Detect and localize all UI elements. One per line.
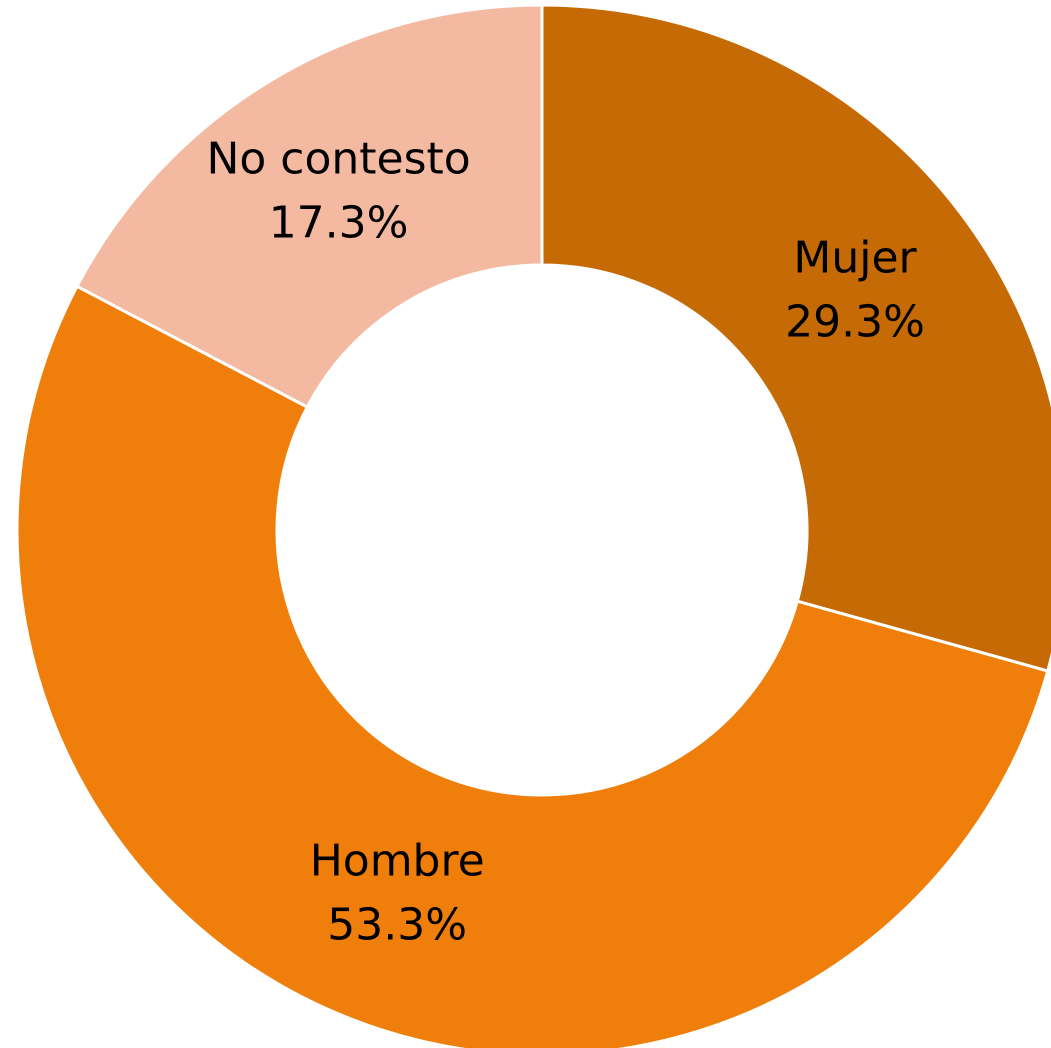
donut-slice xyxy=(540,3,1051,673)
slice-label: Mujer xyxy=(793,232,917,283)
donut-slice xyxy=(15,284,1050,1048)
slice-label: No contesto xyxy=(206,134,470,185)
slice-value-label: 53.3% xyxy=(327,899,467,950)
slice-label: Hombre xyxy=(310,835,485,886)
slice-value-label: 29.3% xyxy=(785,296,925,347)
slice-value-label: 17.3% xyxy=(269,198,409,249)
donut-slice xyxy=(74,3,544,410)
